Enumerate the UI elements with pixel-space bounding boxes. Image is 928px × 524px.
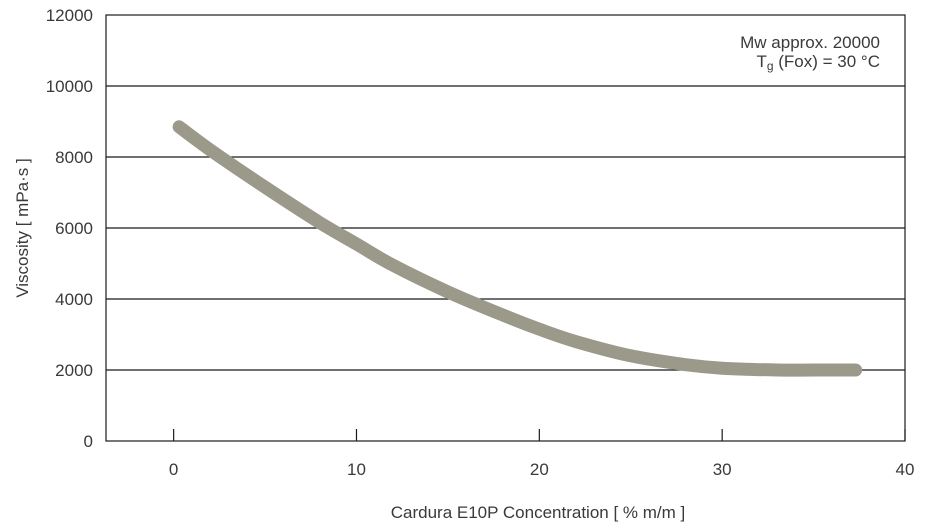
y-tick-label-12000: 12000 xyxy=(46,6,93,25)
y-axis-title: Viscosity [ mPa·s ] xyxy=(13,158,32,298)
plot-frame xyxy=(105,14,906,442)
x-tick-label-30: 30 xyxy=(713,460,732,479)
grid-lines xyxy=(106,85,905,371)
x-axis-title: Cardura E10P Concentration [ % m/m ] xyxy=(391,503,686,522)
x-tick-label-40: 40 xyxy=(896,460,915,479)
x-tick-label-0: 0 xyxy=(169,460,178,479)
y-tick-label-0: 0 xyxy=(84,432,93,451)
y-tick-label-6000: 6000 xyxy=(55,219,93,238)
ticks: 0 2000 4000 6000 8000 10000 12000 0 10 20 30 40 xyxy=(46,6,915,479)
x-tick-label-10: 10 xyxy=(347,460,366,479)
annotation-rest: (Fox) = 30 °C xyxy=(774,52,880,71)
y-tick-label-4000: 4000 xyxy=(55,290,93,309)
y-tick-label-10000: 10000 xyxy=(46,77,93,96)
series-layer xyxy=(172,120,863,377)
annotation-subscript: g xyxy=(767,59,774,73)
y-tick-label-2000: 2000 xyxy=(55,361,93,380)
x-tick-label-20: 20 xyxy=(530,460,549,479)
annotation-line-1: Mw approx. 20000 xyxy=(740,33,880,52)
annotation-line-2: Tg (Fox) = 30 °C xyxy=(756,52,880,73)
plot-border xyxy=(105,14,906,442)
annotation-t: T xyxy=(756,52,766,71)
series-line-0 xyxy=(172,120,863,377)
y-tick-label-8000: 8000 xyxy=(55,148,93,167)
